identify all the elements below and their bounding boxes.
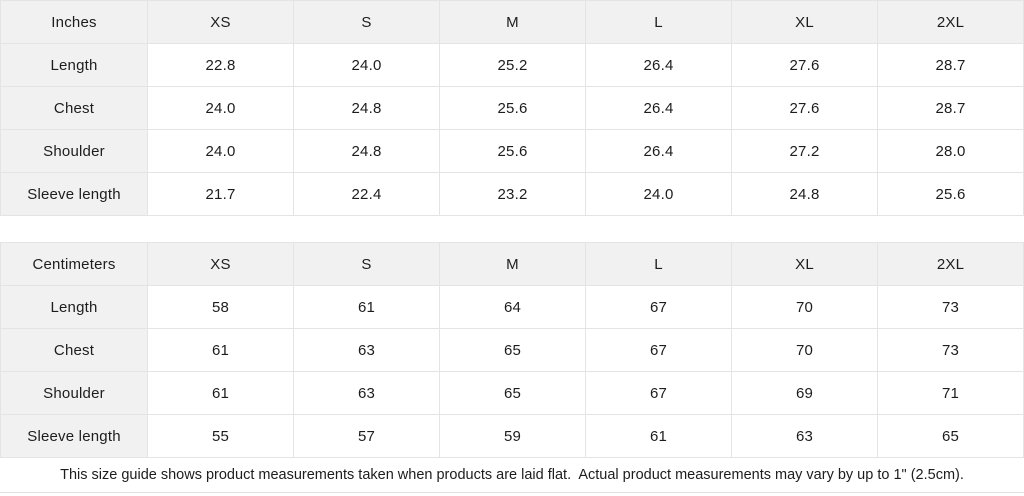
value-cell: 28.7: [877, 86, 1024, 130]
value-cell: 26.4: [585, 43, 732, 87]
size-table-inches: Inches XS S M L XL 2XL Length 22.8 24.0 …: [0, 0, 1024, 216]
value-cell: 22.4: [293, 172, 440, 216]
value-cell: 27.6: [731, 43, 878, 87]
size-header-cell: M: [439, 242, 586, 286]
size-header-cell: L: [585, 242, 732, 286]
value-cell: 22.8: [147, 43, 294, 87]
value-cell: 65: [439, 328, 586, 372]
table-header-row: Inches XS S M L XL 2XL: [0, 0, 1024, 44]
table-row: Length 22.8 24.0 25.2 26.4 27.6 28.7: [0, 43, 1024, 87]
table-row: Length 58 61 64 67 70 73: [0, 285, 1024, 329]
value-cell: 63: [293, 328, 440, 372]
row-label-cell: Length: [0, 43, 148, 87]
value-cell: 67: [585, 371, 732, 415]
table-gap-spacer: [0, 216, 1024, 242]
row-label-cell: Shoulder: [0, 371, 148, 415]
table-row: Sleeve length 55 57 59 61 63 65: [0, 414, 1024, 458]
value-cell: 24.0: [147, 129, 294, 173]
value-cell: 21.7: [147, 172, 294, 216]
row-label-cell: Sleeve length: [0, 414, 148, 458]
size-header-cell: L: [585, 0, 732, 44]
unit-label-cell: Inches: [0, 0, 148, 44]
table-row: Chest 24.0 24.8 25.6 26.4 27.6 28.7: [0, 86, 1024, 130]
value-cell: 28.0: [877, 129, 1024, 173]
value-cell: 23.2: [439, 172, 586, 216]
size-header-cell: 2XL: [877, 242, 1024, 286]
value-cell: 70: [731, 328, 878, 372]
row-label-cell: Length: [0, 285, 148, 329]
value-cell: 24.8: [731, 172, 878, 216]
value-cell: 70: [731, 285, 878, 329]
value-cell: 27.6: [731, 86, 878, 130]
value-cell: 24.0: [147, 86, 294, 130]
value-cell: 28.7: [877, 43, 1024, 87]
value-cell: 63: [731, 414, 878, 458]
value-cell: 24.0: [293, 43, 440, 87]
value-cell: 61: [147, 371, 294, 415]
value-cell: 24.8: [293, 86, 440, 130]
value-cell: 25.6: [439, 86, 586, 130]
value-cell: 65: [439, 371, 586, 415]
unit-label-cell: Centimeters: [0, 242, 148, 286]
value-cell: 63: [293, 371, 440, 415]
value-cell: 25.6: [877, 172, 1024, 216]
table-row: Shoulder 61 63 65 67 69 71: [0, 371, 1024, 415]
value-cell: 64: [439, 285, 586, 329]
row-label-cell: Chest: [0, 328, 148, 372]
value-cell: 65: [877, 414, 1024, 458]
value-cell: 58: [147, 285, 294, 329]
table-header-row: Centimeters XS S M L XL 2XL: [0, 242, 1024, 286]
value-cell: 24.8: [293, 129, 440, 173]
row-label-cell: Chest: [0, 86, 148, 130]
size-header-cell: XS: [147, 242, 294, 286]
footnote-bar: This size guide shows product measuremen…: [0, 458, 1024, 492]
row-label-cell: Sleeve length: [0, 172, 148, 216]
value-cell: 25.6: [439, 129, 586, 173]
value-cell: 24.0: [585, 172, 732, 216]
size-header-cell: S: [293, 242, 440, 286]
value-cell: 57: [293, 414, 440, 458]
value-cell: 26.4: [585, 129, 732, 173]
size-header-cell: XL: [731, 242, 878, 286]
value-cell: 61: [293, 285, 440, 329]
value-cell: 25.2: [439, 43, 586, 87]
value-cell: 71: [877, 371, 1024, 415]
value-cell: 67: [585, 285, 732, 329]
value-cell: 26.4: [585, 86, 732, 130]
value-cell: 59: [439, 414, 586, 458]
bottom-divider: [0, 492, 1024, 493]
value-cell: 61: [147, 328, 294, 372]
value-cell: 73: [877, 328, 1024, 372]
value-cell: 27.2: [731, 129, 878, 173]
size-header-cell: XS: [147, 0, 294, 44]
value-cell: 73: [877, 285, 1024, 329]
footnote-text: This size guide shows product measuremen…: [60, 467, 964, 483]
value-cell: 67: [585, 328, 732, 372]
size-header-cell: M: [439, 0, 586, 44]
size-header-cell: 2XL: [877, 0, 1024, 44]
value-cell: 61: [585, 414, 732, 458]
size-header-cell: XL: [731, 0, 878, 44]
size-table-centimeters: Centimeters XS S M L XL 2XL Length 58 61…: [0, 242, 1024, 458]
table-row: Shoulder 24.0 24.8 25.6 26.4 27.2 28.0: [0, 129, 1024, 173]
size-header-cell: S: [293, 0, 440, 44]
table-row: Chest 61 63 65 67 70 73: [0, 328, 1024, 372]
table-row: Sleeve length 21.7 22.4 23.2 24.0 24.8 2…: [0, 172, 1024, 216]
value-cell: 69: [731, 371, 878, 415]
value-cell: 55: [147, 414, 294, 458]
row-label-cell: Shoulder: [0, 129, 148, 173]
